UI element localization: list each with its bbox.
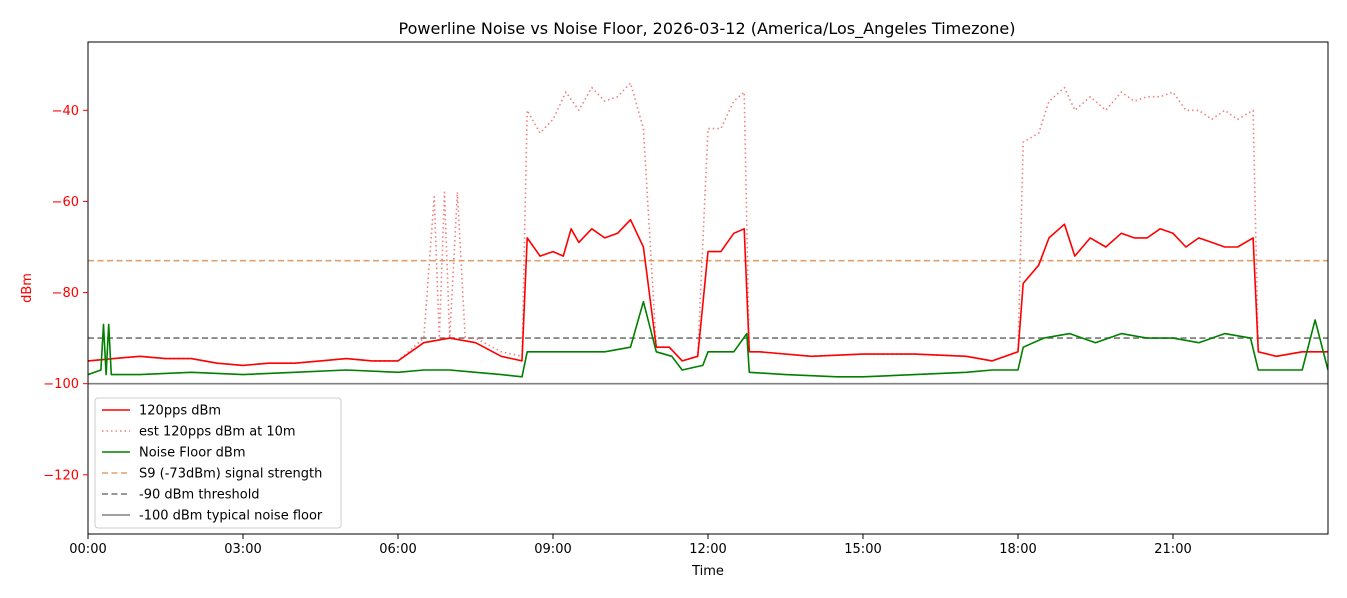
x-tick-label-0: 00:00 xyxy=(69,542,106,557)
series-line-0 xyxy=(88,218,1328,367)
x-axis-label: Time xyxy=(691,564,724,579)
x-tick-label-5: 15:00 xyxy=(844,542,881,557)
x-tick-label-1: 03:00 xyxy=(224,542,261,557)
legend: 120pps dBm est 120pps dBm at 10m Noise Flo… xyxy=(94,397,342,529)
x-tick-label-2: 06:00 xyxy=(379,542,416,557)
x-tick-label-3: 09:00 xyxy=(534,542,571,557)
legend-label-1: est 120pps dBm at 10m xyxy=(139,425,296,440)
series-layer xyxy=(88,82,1328,385)
y-tick-label-0: −40 xyxy=(52,104,79,119)
series-line-1 xyxy=(88,82,1328,367)
y-tick-label-2: −80 xyxy=(52,286,79,301)
legend-label-5: -100 dBm typical noise floor xyxy=(139,509,323,524)
legend-label-3: S9 (-73dBm) signal strength xyxy=(139,467,322,482)
legend-label-2: Noise Floor dBm xyxy=(139,446,246,461)
y-tick-label-4: −120 xyxy=(43,468,79,483)
y-tick-label-1: −60 xyxy=(52,195,79,210)
x-tick-label-4: 12:00 xyxy=(689,542,726,557)
y-tick-label-3: −100 xyxy=(43,377,79,392)
x-tick-label-7: 21:00 xyxy=(1154,542,1191,557)
x-tick-label-6: 18:00 xyxy=(999,542,1036,557)
legend-box xyxy=(94,397,342,529)
chart-title: Powerline Noise vs Noise Floor, 2026-03-… xyxy=(399,19,1016,39)
series-line-2 xyxy=(88,300,1328,378)
y-axis-label: dBm xyxy=(20,273,35,303)
legend-label-4: -90 dBm threshold xyxy=(139,488,260,503)
legend-label-0: 120pps dBm xyxy=(139,404,221,419)
y-axis: −40 −60 −80 −100 −120 xyxy=(43,104,88,483)
x-axis: 00:00 03:00 06:00 09:00 12:00 15:00 18:00 21:00 xyxy=(69,534,1192,557)
